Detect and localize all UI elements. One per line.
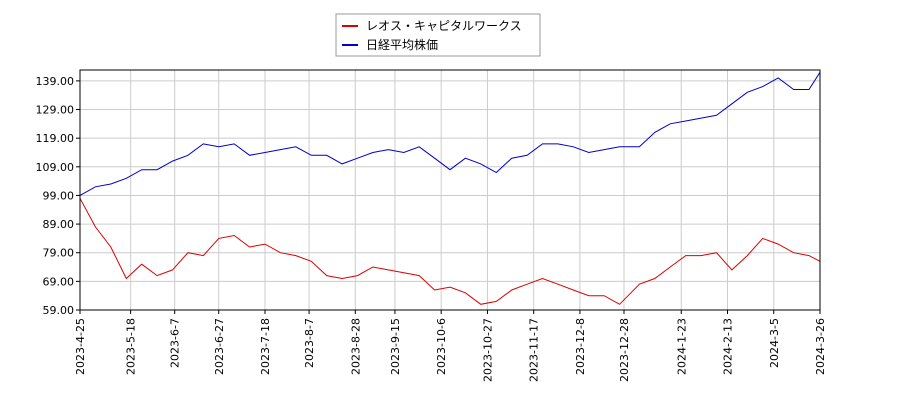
x-tick-label: 2023-6-27 [213,318,226,375]
y-tick-label: 139.00 [36,75,75,88]
x-tick-label: 2024-3-26 [814,318,827,375]
axes: 59.00 69.00 79.00 89.00 99.00 109.00 119.00 129… [36,75,828,382]
legend-label: レオス・キャピタルワークス [366,19,522,33]
y-tick-label: 59.00 [43,304,75,317]
x-tick-label: 2023-10-27 [481,318,494,382]
x-tick-label: 2024-1-23 [675,318,688,375]
legend-box [335,13,541,57]
legend-label: 日経平均株価 [366,37,438,52]
y-tick-label: 99.00 [43,189,75,202]
y-tick-label: 69.00 [43,275,75,288]
y-tick-label: 129.00 [36,104,75,117]
x-tick-label: 2023-12-28 [618,318,631,382]
series-line [79,198,821,305]
lines [79,72,821,305]
grid [79,70,821,311]
x-tick-label: 2023-8-28 [349,318,362,375]
x-tick-label: 2023-12-8 [574,318,587,375]
y-tick-label: 89.00 [43,218,75,231]
y-tick-label: 79.00 [43,247,75,260]
x-tick-label: 2024-3-5 [768,318,781,368]
x-tick-label: 2024-2-13 [722,318,735,375]
x-tick-label: 2023-9-15 [389,318,402,375]
x-tick-label: 2023-10-6 [435,318,448,375]
x-tick-label: 2023-8-7 [303,318,316,368]
x-tick-label: 2023-6-7 [169,318,182,368]
plot-frame [79,69,821,311]
y-tick-label: 109.00 [36,161,75,174]
x-tick-label: 2023-5-18 [125,318,138,375]
y-tick-label: 119.00 [36,132,75,145]
x-tick-label: 2023-4-25 [74,318,87,375]
x-tick-label: 2023-7-18 [259,318,272,375]
x-tick-label: 2023-11-17 [528,318,541,382]
series-line [79,72,821,196]
